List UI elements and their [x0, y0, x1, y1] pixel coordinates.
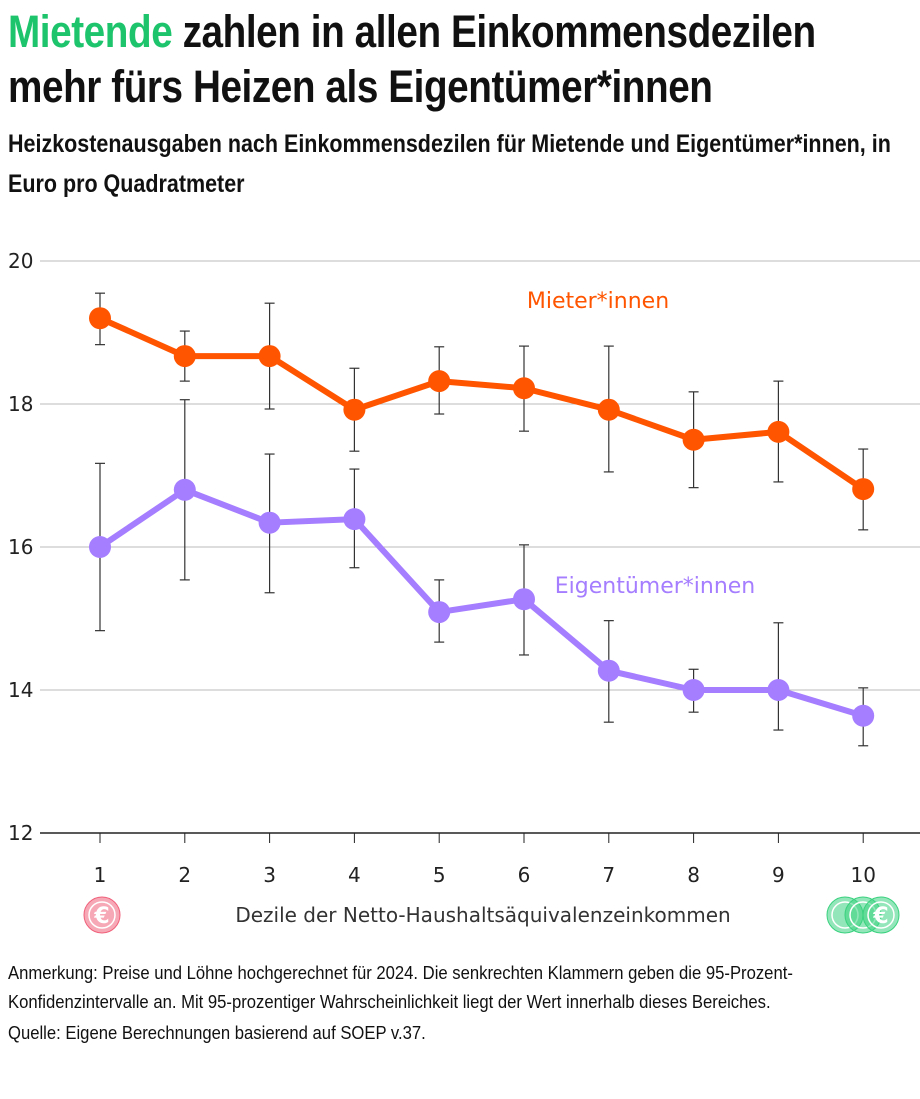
chart-title: Mietende zahlen in allen Einkommensdezil… — [8, 4, 911, 114]
series-label: Mieter*innen — [527, 289, 669, 314]
data-point — [173, 478, 196, 501]
y-tick-label: 12 — [8, 821, 33, 845]
y-tick-label: 14 — [8, 678, 33, 702]
data-point — [682, 428, 705, 451]
data-point — [513, 588, 535, 611]
chart-subtitle: Heizkostenausgaben nach Einkommensdezile… — [8, 130, 891, 198]
data-point — [767, 679, 790, 701]
series-label: Eigentümer*innen — [555, 574, 756, 599]
footnote: Anmerkung: Preise und Löhne hochgerechne… — [8, 962, 793, 1012]
title-highlight: Mietende — [8, 6, 173, 57]
stacked-euro-coins-icon-ring — [867, 901, 895, 929]
single-euro-coin-icon-symbol: € — [93, 904, 109, 929]
x-tick-label: 6 — [518, 863, 531, 887]
data-point — [682, 679, 705, 701]
data-point — [767, 420, 790, 443]
x-axis-label: Dezile der Netto-Haushaltsäquivalenzeink… — [235, 903, 730, 927]
y-tick-label: 16 — [8, 535, 33, 559]
data-point — [852, 704, 875, 727]
data-point — [343, 508, 366, 531]
x-tick-label: 8 — [687, 863, 700, 887]
source-note: Quelle: Eigene Berechnungen basierend au… — [8, 1022, 426, 1043]
chart-header: Mietende zahlen in allen Einkommensdezil… — [8, 4, 911, 204]
x-tick-label: 7 — [602, 863, 615, 887]
data-point — [597, 659, 620, 682]
series-line-1 — [98, 486, 865, 719]
data-point — [343, 398, 366, 421]
data-point — [89, 536, 111, 558]
y-tick-label: 20 — [8, 249, 33, 273]
y-tick-label: 18 — [8, 392, 33, 416]
x-tick-label: 9 — [772, 863, 785, 887]
chart-footer: Anmerkung: Preise und Löhne hochgerechne… — [8, 958, 908, 1046]
x-tick-label: 10 — [850, 863, 875, 887]
data-point — [428, 370, 451, 393]
x-tick-label: 4 — [348, 863, 361, 887]
title-rest: zahlen in allen Einkommensdezilen mehr f… — [8, 6, 816, 112]
data-point — [852, 478, 875, 501]
series-line-0 — [98, 315, 865, 492]
data-point — [258, 511, 281, 534]
x-tick-label: 5 — [433, 863, 446, 887]
stacked-euro-coins-icon-symbol: € — [872, 904, 888, 929]
x-tick-label: 1 — [94, 863, 107, 887]
data-point — [258, 345, 281, 368]
x-tick-label: 3 — [263, 863, 276, 887]
data-point — [428, 601, 451, 624]
x-tick-label: 2 — [178, 863, 191, 887]
data-point — [173, 345, 196, 368]
data-point — [513, 377, 535, 400]
data-point — [89, 307, 111, 330]
single-euro-coin-icon-ring — [88, 901, 116, 929]
data-point — [597, 398, 620, 421]
